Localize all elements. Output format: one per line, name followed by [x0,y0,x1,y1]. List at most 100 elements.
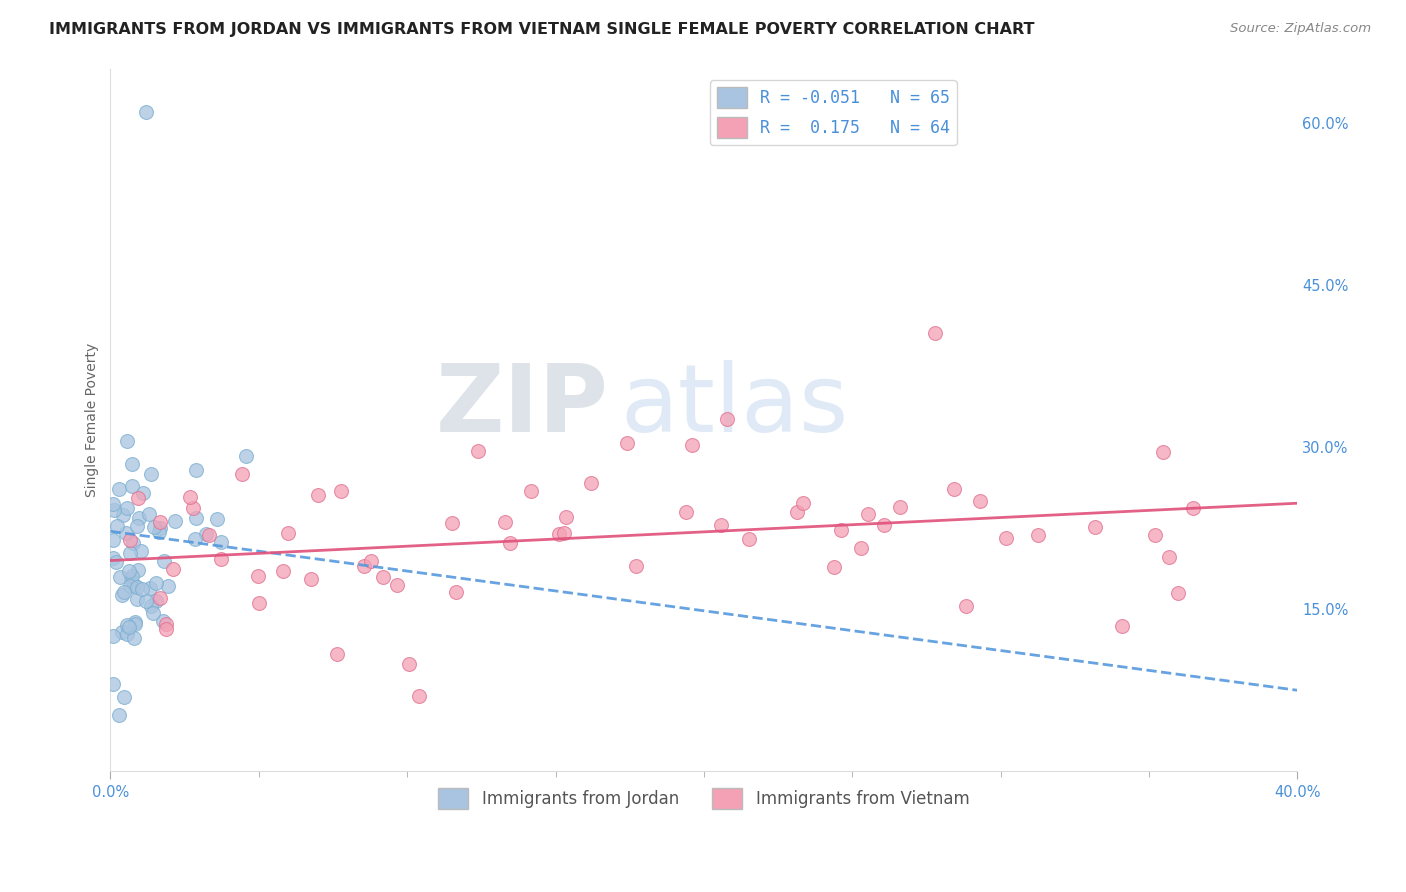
Point [103,497,125,511]
Point [149,515,172,529]
Point [520,484,543,499]
Point [152,614,174,628]
Point [1111,619,1133,633]
Point [924,326,946,341]
Point [107,519,129,533]
Point [330,484,353,499]
Point [118,546,141,560]
Point [624,559,647,574]
Point [131,582,153,596]
Point [209,535,232,549]
Point [194,527,217,541]
Point [446,585,468,599]
Point [184,463,207,477]
Point [112,584,135,599]
Point [124,616,146,631]
Text: ZIP: ZIP [436,359,609,452]
Point [138,507,160,521]
Point [387,578,409,592]
Point [124,578,146,592]
Point [157,578,180,592]
Y-axis label: Single Female Poverty: Single Female Poverty [86,343,100,497]
Point [554,510,576,524]
Point [873,517,896,532]
Point [675,504,697,518]
Point [139,581,162,595]
Point [830,523,852,537]
Point [108,570,131,584]
Point [115,618,138,632]
Point [129,544,152,558]
Point [710,518,733,533]
Point [103,629,125,643]
Point [112,690,135,705]
Point [184,532,207,546]
Text: IMMIGRANTS FROM JORDAN VS IMMIGRANTS FROM VIETNAM SINGLE FEMALE POVERTY CORRELAT: IMMIGRANTS FROM JORDAN VS IMMIGRANTS FRO… [49,22,1035,37]
Point [1182,500,1205,515]
Point [125,519,148,533]
Point [307,488,329,502]
Point [235,449,257,463]
Point [115,525,138,540]
Point [135,594,157,608]
Point [942,483,965,497]
Point [231,467,253,481]
Point [165,515,187,529]
Point [1152,445,1174,459]
Point [125,592,148,607]
Point [408,689,430,703]
Point [110,625,132,640]
Point [792,496,814,510]
Point [209,552,232,566]
Point [360,554,382,568]
Point [1157,550,1180,565]
Point [121,479,143,493]
Point [299,573,322,587]
Point [104,555,127,569]
Point [499,536,522,550]
Point [132,486,155,500]
Point [1084,520,1107,534]
Point [969,494,991,508]
Point [155,616,177,631]
Point [122,631,145,645]
Point [135,104,157,119]
Point [124,615,146,630]
Point [111,508,134,522]
Point [118,533,141,547]
Point [155,622,177,636]
Point [120,579,142,593]
Text: Source: ZipAtlas.com: Source: ZipAtlas.com [1230,22,1371,36]
Point [494,515,516,529]
Point [616,435,638,450]
Point [139,599,162,614]
Point [142,607,165,621]
Point [247,569,270,583]
Point [277,525,299,540]
Point [145,575,167,590]
Point [121,457,143,471]
Point [955,599,977,614]
Point [143,519,166,533]
Point [122,536,145,550]
Point [127,491,149,505]
Legend: Immigrants from Jordan, Immigrants from Vietnam: Immigrants from Jordan, Immigrants from … [432,781,976,816]
Point [145,593,167,607]
Point [127,563,149,577]
Point [125,580,148,594]
Point [120,572,142,586]
Point [179,490,201,504]
Point [205,512,228,526]
Point [115,500,138,515]
Point [786,505,808,519]
Point [111,588,134,602]
Point [184,511,207,525]
Point [716,411,738,425]
Point [128,510,150,524]
Point [856,507,879,521]
Point [103,533,125,547]
Point [162,561,184,575]
Point [371,570,394,584]
Point [353,559,375,574]
Point [115,434,138,449]
